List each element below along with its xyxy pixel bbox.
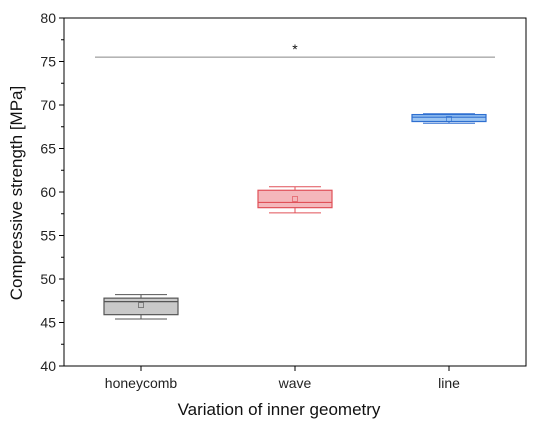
mean-marker xyxy=(138,302,144,309)
box-iqr xyxy=(411,113,487,123)
y-tick-label: 80 xyxy=(40,10,56,26)
mean-marker xyxy=(292,196,298,202)
x-tick-label: line xyxy=(438,375,460,391)
significance-marker: * xyxy=(292,41,298,57)
y-tick-label: 45 xyxy=(40,315,56,331)
y-tick-label: 75 xyxy=(40,54,56,70)
box-line xyxy=(411,113,487,124)
y-tick-label: 65 xyxy=(40,141,56,157)
x-tick-label: honeycomb xyxy=(105,375,178,391)
y-tick-label: 70 xyxy=(40,97,56,113)
y-tick-label: 40 xyxy=(40,358,56,374)
box-wave xyxy=(257,186,333,214)
y-axis-title: Compressive strength [MPa] xyxy=(7,86,26,300)
x-tick-label: wave xyxy=(278,375,312,391)
mean-marker xyxy=(446,116,452,122)
box-iqr xyxy=(257,189,333,209)
box-honeycomb xyxy=(103,294,179,320)
y-tick-label: 50 xyxy=(40,271,56,287)
box-iqr xyxy=(103,297,179,316)
x-axis-title: Variation of inner geometry xyxy=(178,400,381,419)
y-tick-label: 55 xyxy=(40,228,56,244)
y-tick-label: 60 xyxy=(40,184,56,200)
